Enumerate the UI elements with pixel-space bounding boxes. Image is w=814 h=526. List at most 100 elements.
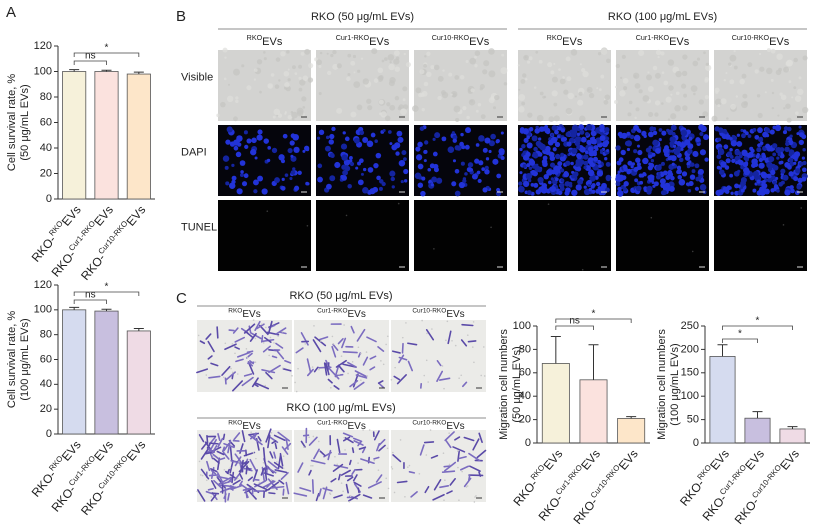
texture (291, 111, 298, 119)
pore (200, 474, 202, 476)
nucleus (390, 176, 396, 182)
nucleus (636, 165, 641, 171)
texture (518, 106, 525, 113)
cell (223, 442, 230, 452)
nucleus (231, 175, 237, 181)
texture (479, 84, 485, 90)
cell (247, 476, 254, 482)
cell (248, 432, 260, 436)
row-label: Visible (181, 71, 213, 83)
cell (278, 479, 285, 485)
texture (548, 116, 555, 122)
image-background (316, 200, 409, 271)
cell (351, 447, 355, 454)
texture (660, 51, 665, 56)
label: RKOEVs (547, 34, 583, 48)
nucleus (418, 175, 423, 180)
cell (200, 448, 209, 460)
pore (317, 440, 320, 443)
nucleus (465, 127, 472, 134)
texture (433, 64, 440, 71)
cell (205, 490, 214, 495)
micrograph (314, 48, 411, 122)
pore (223, 376, 225, 379)
cell (242, 486, 253, 491)
nucleus (474, 158, 480, 164)
pore (473, 501, 476, 503)
cell (452, 446, 466, 453)
cell (407, 360, 414, 372)
cell (249, 332, 262, 340)
texture (228, 83, 231, 86)
nucleus (760, 171, 767, 178)
nucleus (522, 164, 527, 168)
cell (447, 330, 452, 345)
label-part: Cur10-RKO (732, 34, 770, 42)
nucleus (782, 174, 789, 181)
nucleus (698, 127, 702, 131)
texture (267, 83, 274, 89)
nucleus (583, 165, 587, 170)
texture (733, 49, 736, 53)
texture (570, 49, 578, 56)
nucleus (752, 188, 757, 193)
pore (320, 340, 322, 342)
nucleus (382, 128, 386, 133)
cell (351, 468, 356, 476)
pore (310, 464, 312, 467)
nucleus (756, 147, 762, 153)
texture (353, 81, 361, 88)
texture (764, 91, 767, 94)
y-axis-label: (50 μg/mL EVs) (19, 84, 31, 160)
image-background (218, 200, 311, 271)
nucleus (718, 146, 723, 151)
texture (450, 93, 453, 96)
micrograph (293, 427, 390, 503)
nucleus (764, 127, 770, 133)
nucleus (662, 147, 670, 154)
pore (365, 351, 368, 353)
pore (263, 489, 266, 491)
nucleus (731, 158, 736, 164)
texture (735, 95, 739, 98)
cell (233, 473, 240, 481)
nucleus (237, 142, 242, 147)
texture (553, 62, 556, 65)
pore (231, 343, 234, 345)
texture (670, 113, 677, 120)
texture (386, 102, 391, 107)
nucleus (348, 155, 353, 160)
nucleus (398, 159, 406, 167)
nucleus (381, 181, 386, 187)
texture (332, 63, 339, 70)
y-axis-label: Migration cell numbers (498, 329, 510, 440)
nucleus (576, 145, 581, 150)
nucleus (680, 147, 684, 151)
cell (232, 380, 243, 392)
cell (229, 446, 233, 462)
texture (730, 103, 736, 110)
texture (400, 108, 407, 116)
texture (304, 48, 311, 55)
texture (480, 114, 486, 120)
nucleus (539, 143, 546, 151)
significance-label: * (738, 329, 742, 340)
nucleus (737, 159, 743, 165)
nucleus (736, 133, 741, 137)
texture (668, 85, 674, 91)
texture (517, 64, 520, 67)
label-part: EVs (348, 421, 366, 432)
cell (318, 488, 322, 497)
nucleus (587, 169, 595, 177)
bar (779, 428, 806, 444)
pore (223, 468, 226, 471)
texture (780, 94, 787, 101)
error-bar (101, 308, 112, 312)
cell (362, 494, 373, 499)
texture (402, 98, 406, 102)
nucleus (604, 126, 610, 133)
error-bar (101, 69, 112, 72)
cell (222, 433, 226, 441)
nucleus (583, 154, 589, 160)
